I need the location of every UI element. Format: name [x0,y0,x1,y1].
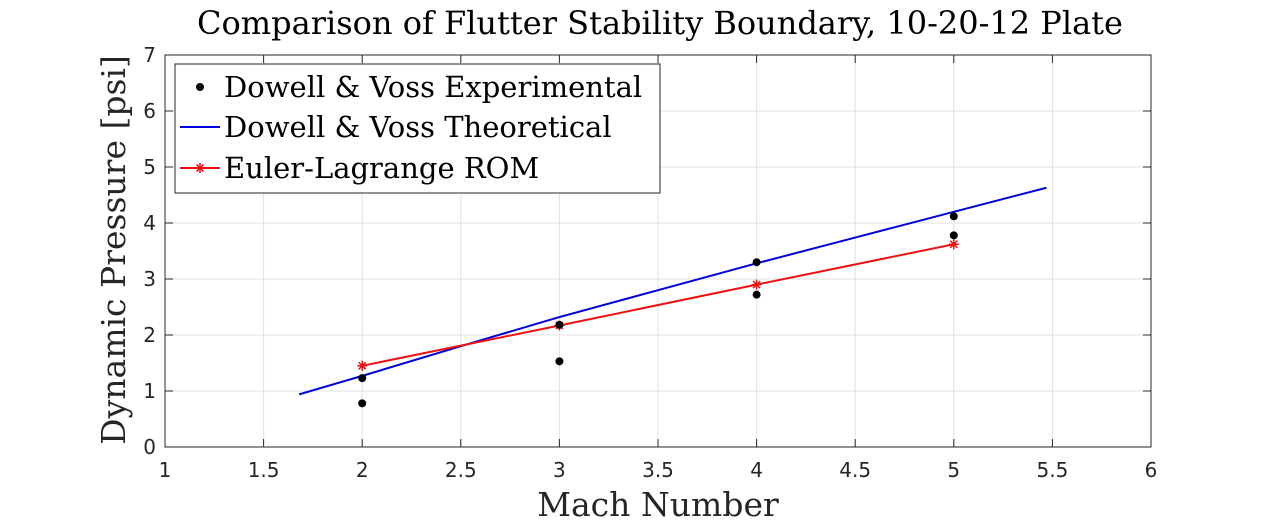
y-tick-label: 2 [143,323,156,347]
x-axis-ticks: 1 1.5 2 2.5 3 3.5 4 4.5 5 5.5 6 [159,55,1158,482]
data-point [752,258,761,267]
legend-item: Euler-Lagrange ROM [180,151,539,185]
series-1 [298,186,1047,396]
legend: Dowell & Voss Experimental Dowell & Voss … [174,63,661,194]
x-tick-label: 4 [750,458,763,482]
data-point [555,320,564,329]
x-tick-label: 1 [159,458,172,482]
data-point [357,360,368,371]
legend-marker [195,163,205,173]
series-0 [358,212,958,408]
y-tick-label: 3 [143,267,156,291]
legend-label: Dowell & Voss Experimental [224,70,642,104]
series-layer [298,186,1047,408]
data-point [949,212,958,221]
y-tick-label: 7 [143,43,156,67]
y-tick-label: 5 [143,155,156,179]
x-tick-label: 1.5 [248,458,280,482]
data-point [358,399,367,408]
series-line [361,243,955,367]
data-point [751,279,762,290]
x-tick-label: 3.5 [642,458,674,482]
x-tick-label: 2 [356,458,369,482]
x-tick-label: 6 [1145,458,1158,482]
legend-label: Euler-Lagrange ROM [224,151,539,185]
y-tick-label: 1 [143,379,156,403]
y-axis-label: Dynamic Pressure [psi] [94,55,133,445]
data-point [752,290,761,299]
x-tick-label: 5.5 [1036,458,1068,482]
legend-item: Dowell & Voss Theoretical [180,110,612,144]
legend-swatch [196,83,204,91]
y-axis-ticks: 0 1 2 3 4 5 6 7 [143,43,1151,459]
x-axis-label: Mach Number [537,485,779,524]
x-tick-label: 3 [553,458,566,482]
legend-box [174,63,661,194]
y-tick-label: 6 [143,99,156,123]
x-tick-label: 2.5 [445,458,477,482]
data-point [948,239,959,250]
legend-item: Dowell & Voss Experimental [196,70,642,104]
legend-label: Dowell & Voss Theoretical [224,110,612,144]
data-point [949,231,958,240]
x-tick-label: 5 [947,458,960,482]
x-tick-label: 4.5 [839,458,871,482]
chart-title: Comparison of Flutter Stability Boundary… [197,4,1123,42]
y-tick-label: 4 [143,211,156,235]
series-line [298,186,1047,396]
data-point [555,357,564,366]
data-point [358,374,367,383]
y-tick-label: 0 [143,435,156,459]
